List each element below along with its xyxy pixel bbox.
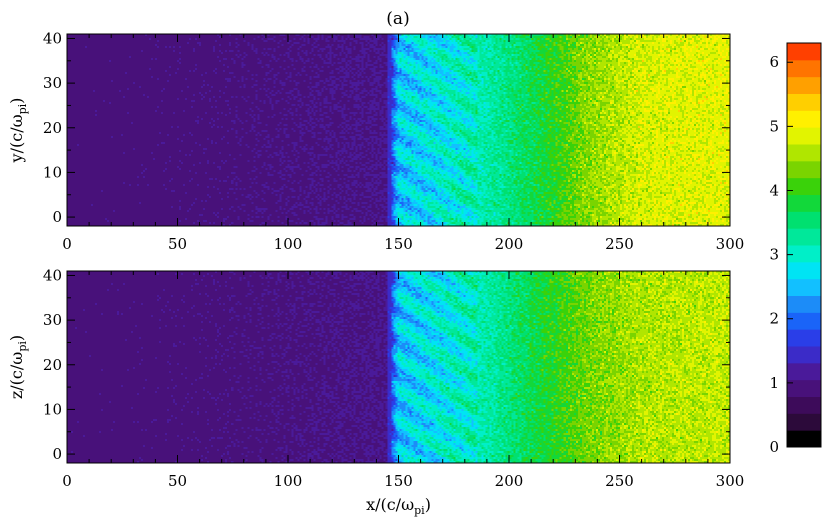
y-tick-label: 0: [52, 208, 62, 226]
x-axis-label: x/(c/ωpi): [366, 495, 431, 517]
panel-bottom: 0 50 100 150 200 250 300 0 10 20 30 40 z/(c/ωpi) x/…: [7, 266, 744, 517]
x-tick-label: 200: [495, 472, 524, 490]
x-tick-label: 50: [168, 235, 187, 253]
colorbar-tick-label: 0: [769, 438, 779, 456]
colorbar-segment: [787, 278, 821, 296]
colorbar-segment: [787, 413, 821, 431]
colorbar-segment: [787, 430, 821, 448]
x-tick-label: 0: [62, 235, 72, 253]
x-tick-label: 300: [716, 235, 745, 253]
colorbar-segment: [787, 245, 821, 263]
colorbar-segment: [787, 144, 821, 162]
colorbar-segment: [787, 127, 821, 145]
y-axis-label-bottom: z/(c/ωpi): [7, 335, 29, 399]
y-tick-label: 40: [43, 266, 62, 284]
colorbar-segment: [787, 362, 821, 381]
colorbar-tick-label: 6: [769, 53, 779, 71]
colorbar-segment: [787, 177, 821, 195]
y-tick-label: 0: [52, 445, 62, 463]
colorbar-segment: [787, 312, 821, 330]
y-tick-label: 10: [43, 400, 62, 418]
colorbar-frame: [786, 42, 822, 448]
colorbar-tick-label: 3: [769, 246, 779, 264]
colorbar-segment: [787, 76, 821, 94]
colorbar-segment: [787, 346, 821, 364]
colorbar: 0 1 2 3 4 5 6: [769, 42, 822, 456]
axes-top: 0 50 100 150 200 250 300 0 10 20 30 40: [43, 29, 744, 253]
colorbar-segment: [787, 261, 821, 280]
x-tick-label: 50: [168, 472, 187, 490]
panel-top: 0 50 100 150 200 250 300 0 10 20 30 40 y/(c/ωpi): [7, 29, 744, 253]
colorbar-segment: [787, 194, 821, 212]
colorbar-segment: [787, 396, 821, 414]
colorbar-segment: [787, 160, 821, 179]
y-tick-label: 20: [43, 119, 62, 137]
heatmap-top: [67, 34, 730, 226]
x-tick-label: 100: [274, 472, 303, 490]
colorbar-segment: [787, 93, 821, 111]
y-tick-label: 20: [43, 356, 62, 374]
y-axis-label-top: y/(c/ωpi): [7, 98, 29, 164]
x-tick-label: 300: [716, 472, 745, 490]
x-tick-label: 250: [605, 472, 634, 490]
x-tick-label: 150: [384, 472, 413, 490]
heatmap-bottom: [67, 271, 730, 463]
colorbar-segment: [787, 59, 821, 78]
x-tick-label: 200: [495, 235, 524, 253]
y-tick-label: 30: [43, 311, 62, 329]
x-tick-label: 150: [384, 235, 413, 253]
colorbar-segment: [787, 110, 821, 128]
colorbar-tick-label: 2: [769, 310, 779, 328]
x-tick-label: 250: [605, 235, 634, 253]
x-tick-label: 100: [274, 235, 303, 253]
colorbar-tick-label: 4: [769, 181, 779, 199]
colorbar-segment: [787, 211, 821, 229]
colorbar-segment: [787, 228, 821, 246]
y-tick-label: 40: [43, 29, 62, 47]
colorbar-tick-label: 5: [769, 117, 779, 135]
colorbar-segment: [787, 379, 821, 397]
y-tick-label: 10: [43, 163, 62, 181]
axes-bottom: 0 50 100 150 200 250 300 0 10 20 30 40: [43, 266, 744, 490]
colorbar-segment: [787, 43, 821, 61]
colorbar-tick-label: 1: [769, 374, 779, 392]
colorbar-segment: [787, 295, 821, 313]
x-tick-label: 0: [62, 472, 72, 490]
y-tick-label: 30: [43, 74, 62, 92]
colorbar-segment: [787, 329, 821, 347]
panel-label: (a): [386, 9, 409, 29]
